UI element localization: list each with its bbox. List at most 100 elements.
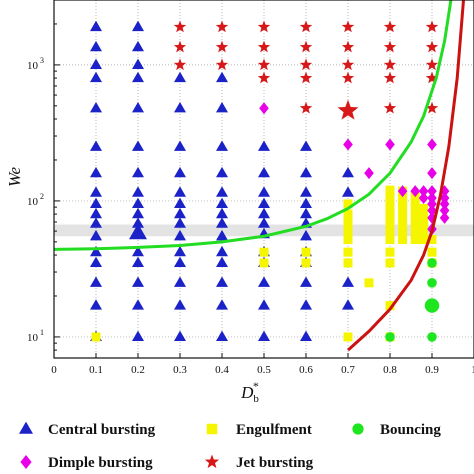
- central-bursting-point: [90, 207, 102, 219]
- legend-bouncing-marker: [352, 423, 364, 435]
- central-bursting-point: [132, 217, 144, 228]
- jet-bursting-point: [383, 40, 397, 53]
- x-tick-label: 0.4: [215, 364, 229, 376]
- dimple-bursting-point: [343, 138, 353, 151]
- engulfment-point: [343, 235, 353, 245]
- central-bursting-point: [342, 166, 354, 178]
- central-bursting-point: [90, 197, 102, 209]
- jet-bursting-point: [215, 40, 229, 53]
- central-bursting-point: [90, 140, 102, 151]
- legend-central-bursting-label: Central bursting: [48, 422, 156, 438]
- jet-bursting-point: [341, 40, 355, 53]
- central-bursting-point: [342, 276, 354, 287]
- engulfment-point: [398, 226, 408, 236]
- central-bursting-point: [90, 229, 102, 241]
- central-bursting-point: [90, 40, 102, 52]
- central-bursting-point: [216, 276, 228, 287]
- central-bursting-point: [132, 101, 144, 113]
- central-bursting-point: [132, 207, 144, 219]
- engulfment-point: [410, 211, 420, 221]
- central-bursting-point: [300, 229, 312, 241]
- jet-bursting-point: [341, 71, 355, 84]
- plot-area: [54, 0, 474, 358]
- central-bursting-point: [132, 20, 144, 32]
- central-bursting-point: [174, 299, 186, 310]
- central-bursting-point: [132, 276, 144, 287]
- jet-bursting-point: [383, 58, 397, 71]
- central-bursting-point: [90, 166, 102, 178]
- engulfment-point: [343, 258, 353, 268]
- central-bursting-point: [90, 245, 102, 257]
- jet-bursting-point: [341, 20, 355, 33]
- central-bursting-point: [132, 197, 144, 209]
- central-bursting-point: [216, 101, 228, 113]
- central-bursting-point: [258, 140, 270, 151]
- central-bursting-point: [216, 256, 228, 268]
- central-bursting-point: [258, 197, 270, 209]
- jet-bursting-point: [341, 58, 355, 71]
- y-tick-base: 10: [27, 332, 39, 344]
- jet-bursting-point: [299, 20, 313, 33]
- central-bursting-point: [216, 299, 228, 310]
- engulfment-point: [343, 229, 353, 239]
- x-tick-label: 0: [51, 364, 57, 376]
- jet-bursting-point: [257, 20, 271, 33]
- engulfment-point: [398, 203, 408, 213]
- engulfment-point: [385, 301, 395, 311]
- x-tick-label: 0.8: [383, 364, 397, 376]
- x-tick-label: 0.2: [131, 364, 145, 376]
- engulfment-point: [385, 209, 395, 219]
- dimple-bursting-point: [427, 197, 437, 210]
- bouncing-point: [427, 278, 437, 288]
- x-label-superscript: *: [253, 379, 259, 393]
- central-bursting-point: [174, 256, 186, 268]
- engulfment-point: [398, 235, 408, 245]
- jet-bursting-point: [299, 101, 313, 114]
- jet-bursting-point: [215, 58, 229, 71]
- markers-group: [54, 0, 465, 352]
- bouncing-point: [427, 258, 437, 268]
- central-bursting-point: [216, 140, 228, 151]
- central-bursting-point: [216, 166, 228, 178]
- central-bursting-point: [216, 207, 228, 219]
- bouncing-point: [385, 332, 395, 342]
- jet-bursting-point: [299, 71, 313, 84]
- engulfment-point: [419, 211, 429, 221]
- central-bursting-point: [90, 71, 102, 83]
- bouncing-point: [427, 332, 437, 342]
- central-bursting-point: [216, 71, 228, 83]
- engulfment-point: [410, 226, 420, 236]
- dimple-bursting-point: [439, 185, 450, 198]
- legend-dimple-bursting-marker: [20, 455, 32, 469]
- engulfment-point: [385, 258, 395, 268]
- jet-bursting-point: [425, 20, 439, 33]
- engulfment-point: [343, 217, 353, 227]
- central-bursting-point: [216, 229, 228, 241]
- engulfment-point: [385, 247, 395, 257]
- x-tick-label: 0.6: [299, 364, 313, 376]
- dimple-bursting-point: [418, 185, 429, 198]
- jet-bursting-point: [337, 99, 359, 120]
- central-bursting-point: [342, 186, 354, 197]
- legend-central-bursting-marker: [19, 421, 33, 434]
- jet-bursting-point: [215, 20, 229, 33]
- engulfment-point: [343, 199, 353, 209]
- jet-bursting-point: [299, 58, 313, 71]
- jet-bursting-point: [425, 101, 439, 114]
- engulfment-point: [343, 223, 353, 233]
- x-axis-label: Db*: [240, 379, 259, 405]
- dimple-bursting-point: [397, 185, 408, 198]
- legend-engulfment-label: Engulfment: [236, 422, 312, 438]
- y-tick-label: 10 3: [27, 56, 44, 72]
- engulfment-point: [385, 229, 395, 239]
- legend-bouncing-label: Bouncing: [380, 422, 441, 438]
- jet-bursting-point: [425, 40, 439, 53]
- dimple-bursting-point: [364, 167, 374, 180]
- legend: Central bursting Engulfment Bouncing Dimple…: [19, 421, 441, 471]
- central-bursting-point: [132, 256, 144, 268]
- engulfment-point: [259, 258, 269, 268]
- central-bursting-point: [90, 101, 102, 113]
- engulfment-point: [385, 190, 395, 200]
- central-bursting-point: [132, 71, 144, 83]
